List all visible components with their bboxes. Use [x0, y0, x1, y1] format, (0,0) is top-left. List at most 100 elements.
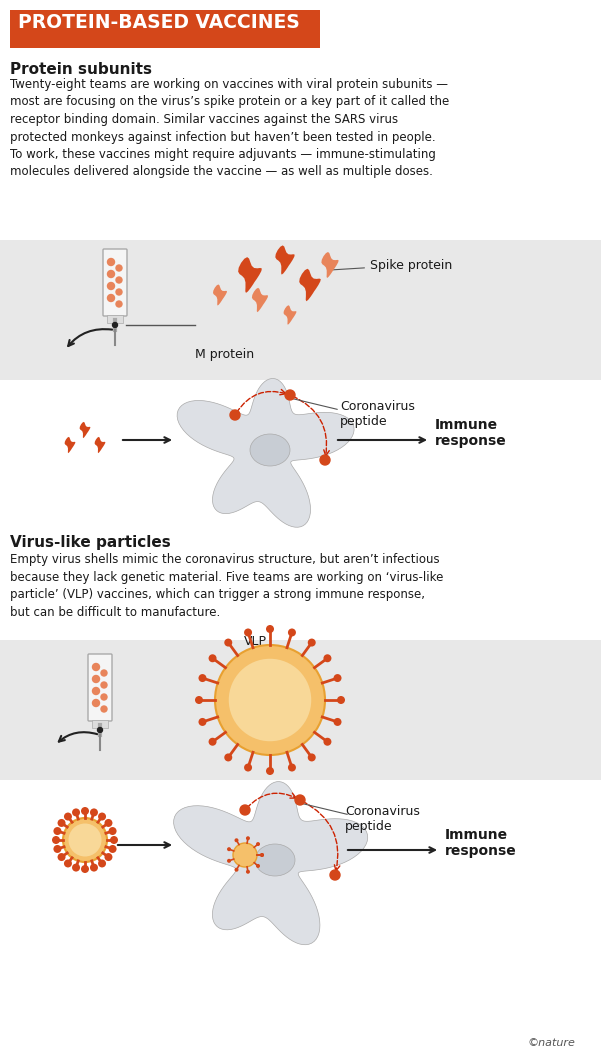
Text: Protein subunits: Protein subunits [10, 62, 152, 77]
Circle shape [58, 819, 66, 827]
Circle shape [101, 682, 107, 688]
Circle shape [52, 836, 60, 844]
Circle shape [330, 870, 340, 880]
Circle shape [195, 696, 203, 704]
Circle shape [101, 694, 107, 700]
Circle shape [98, 860, 106, 867]
Circle shape [63, 818, 107, 862]
Circle shape [98, 812, 106, 821]
Circle shape [112, 323, 118, 327]
Circle shape [256, 864, 260, 868]
Text: Empty virus shells mimic the coronavirus structure, but aren’t infectious
becaus: Empty virus shells mimic the coronavirus… [10, 553, 444, 618]
Circle shape [209, 654, 216, 662]
Text: M protein: M protein [195, 348, 254, 361]
Polygon shape [252, 288, 268, 312]
Circle shape [260, 852, 264, 857]
Circle shape [295, 795, 305, 805]
Circle shape [234, 839, 239, 842]
Circle shape [116, 301, 122, 307]
Polygon shape [322, 252, 338, 279]
Circle shape [230, 410, 240, 420]
Circle shape [108, 258, 115, 266]
Polygon shape [177, 378, 354, 527]
Circle shape [90, 863, 98, 872]
Text: Immune
response: Immune response [435, 418, 507, 448]
Circle shape [266, 767, 274, 775]
Text: Spike protein: Spike protein [333, 258, 452, 271]
Circle shape [215, 645, 325, 755]
Circle shape [69, 824, 102, 857]
Circle shape [334, 675, 341, 682]
Circle shape [246, 869, 250, 874]
Circle shape [64, 812, 72, 821]
Circle shape [72, 808, 80, 816]
Circle shape [93, 676, 100, 682]
Circle shape [53, 845, 61, 852]
FancyBboxPatch shape [0, 240, 601, 380]
FancyBboxPatch shape [107, 315, 123, 323]
Circle shape [288, 764, 296, 772]
Circle shape [244, 628, 252, 636]
Circle shape [90, 808, 98, 816]
Polygon shape [299, 269, 321, 301]
Circle shape [72, 863, 80, 872]
Circle shape [308, 639, 316, 647]
Circle shape [288, 628, 296, 636]
Text: Virus-like particles: Virus-like particles [10, 535, 171, 550]
Circle shape [260, 852, 264, 857]
Circle shape [116, 265, 122, 271]
Circle shape [266, 625, 274, 633]
Circle shape [93, 664, 100, 670]
Circle shape [53, 827, 61, 836]
Circle shape [209, 738, 216, 746]
Circle shape [233, 843, 257, 867]
Polygon shape [65, 437, 75, 453]
Circle shape [93, 687, 100, 695]
Circle shape [337, 696, 345, 704]
Circle shape [246, 837, 250, 840]
Circle shape [109, 827, 117, 836]
Circle shape [285, 390, 295, 400]
Circle shape [227, 847, 231, 851]
Text: VLP: VLP [243, 635, 266, 648]
Circle shape [110, 836, 118, 844]
Text: Coronavirus
peptide: Coronavirus peptide [345, 805, 420, 833]
Circle shape [105, 854, 112, 861]
Polygon shape [238, 257, 262, 293]
Circle shape [244, 764, 252, 772]
Text: Immune
response: Immune response [445, 828, 517, 858]
Circle shape [234, 867, 239, 872]
Text: ©nature: ©nature [527, 1038, 575, 1048]
Circle shape [97, 728, 103, 733]
Circle shape [81, 807, 89, 815]
FancyBboxPatch shape [103, 249, 127, 316]
Text: Coronavirus
peptide: Coronavirus peptide [340, 400, 415, 428]
Circle shape [224, 753, 232, 761]
Circle shape [320, 455, 330, 465]
Circle shape [81, 865, 89, 873]
Circle shape [101, 670, 107, 676]
Circle shape [323, 738, 331, 746]
Circle shape [116, 289, 122, 295]
FancyBboxPatch shape [88, 654, 112, 721]
Polygon shape [79, 421, 90, 438]
Polygon shape [94, 437, 105, 453]
Polygon shape [174, 782, 368, 945]
Circle shape [256, 842, 260, 846]
Polygon shape [284, 305, 296, 325]
Circle shape [240, 805, 250, 815]
Circle shape [334, 718, 341, 725]
Circle shape [198, 718, 207, 725]
Circle shape [229, 659, 311, 741]
Circle shape [224, 639, 232, 647]
FancyBboxPatch shape [92, 720, 108, 728]
Circle shape [308, 753, 316, 761]
Circle shape [198, 675, 207, 682]
Text: PROTEIN-BASED VACCINES: PROTEIN-BASED VACCINES [18, 13, 300, 32]
Text: Twenty-eight teams are working on vaccines with viral protein subunits —
most ar: Twenty-eight teams are working on vaccin… [10, 78, 450, 179]
Circle shape [108, 270, 115, 277]
Polygon shape [213, 285, 227, 306]
Circle shape [116, 277, 122, 283]
Circle shape [101, 706, 107, 712]
Circle shape [108, 283, 115, 289]
